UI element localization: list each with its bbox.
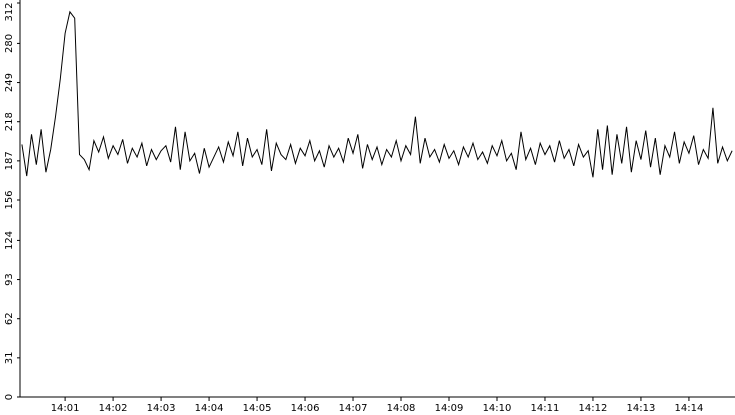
y-tick-label: 124 <box>4 231 15 250</box>
x-tick-label: 14:06 <box>291 403 320 414</box>
x-tick-label: 14:02 <box>99 403 128 414</box>
y-tick-label: 280 <box>4 34 15 53</box>
y-tick-label: 93 <box>4 273 15 286</box>
x-tick-label: 14:13 <box>627 403 656 414</box>
x-tick-label: 14:08 <box>387 403 416 414</box>
y-tick-label: 249 <box>4 73 15 92</box>
x-tick-label: 14:07 <box>339 403 368 414</box>
x-tick-label: 14:14 <box>675 403 704 414</box>
y-tick-label: 31 <box>4 351 15 364</box>
y-tick-label: 187 <box>4 151 15 170</box>
data-line <box>21 10 733 178</box>
y-tick-label: 62 <box>4 312 15 325</box>
x-tick-label: 14:09 <box>435 403 464 414</box>
y-tick-label: 156 <box>4 190 15 209</box>
x-tick-label: 14:01 <box>51 403 80 414</box>
x-tick-label: 14:12 <box>579 403 608 414</box>
y-tick-label: 0 <box>4 394 15 400</box>
y-tick-label: 312 <box>4 2 15 21</box>
x-tick-label: 14:11 <box>531 403 560 414</box>
x-tick-label: 14:05 <box>243 403 272 414</box>
x-tick-label: 14:04 <box>195 403 224 414</box>
y-tick-label: 218 <box>4 112 15 131</box>
x-tick-label: 14:03 <box>147 403 176 414</box>
x-tick-label: 14:10 <box>483 403 512 414</box>
